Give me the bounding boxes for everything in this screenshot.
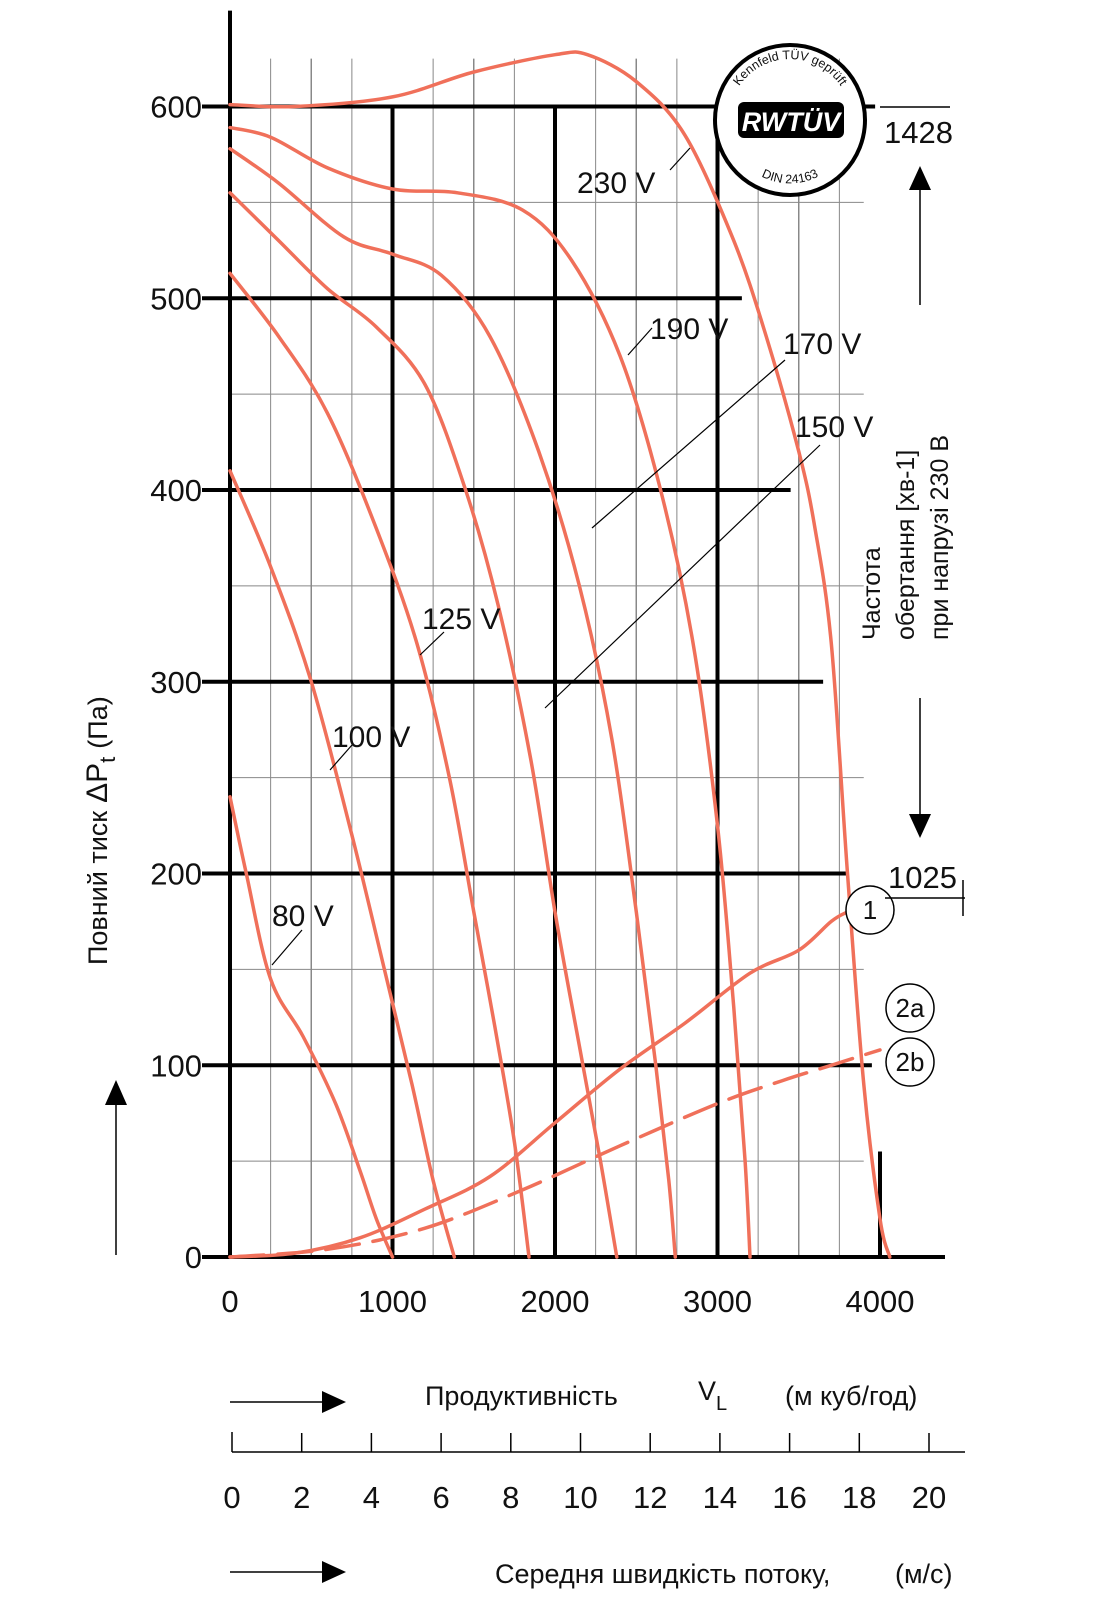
x-tick-label: 0: [221, 1284, 238, 1319]
label-leader-line: [271, 929, 303, 966]
system-curve-marker: [845, 885, 895, 935]
y-axis-arrow-icon: [105, 1080, 127, 1105]
rpm-top-value: 1428: [884, 115, 953, 150]
curve-80-v: [228, 795, 395, 1259]
curve-100-v: [228, 469, 457, 1259]
y-axis-title: Повний тискΔPt(Па): [81, 696, 120, 965]
curve-labels: 230 V 190 V 170 V 150 V 125 V 100 V 80 V 1 2a 2b: [272, 167, 935, 1087]
svg-text:DIN 24163: DIN 24163: [760, 166, 820, 186]
flow-arrow-icon: [322, 1391, 346, 1413]
y-tick-label: 400: [150, 473, 202, 508]
velocity-tick-label: 10: [563, 1480, 597, 1515]
label-leader-line: [627, 327, 653, 356]
velocity-tick-label: 8: [502, 1480, 519, 1515]
curve-label: 80 V: [272, 900, 334, 933]
curve-label: 230 V: [577, 167, 655, 200]
velocity-tick-label: 12: [633, 1480, 667, 1515]
rpm-down-arrow-icon: [909, 814, 931, 838]
velocity-axis-label: Середня швидкість потоку,: [495, 1559, 830, 1589]
y-tick-label: 0: [185, 1240, 202, 1275]
velocity-tick-label: 16: [772, 1480, 806, 1515]
flow-axis-symbol: VL: [698, 1376, 727, 1415]
system-curve-label: 2a: [896, 993, 925, 1023]
seal-center-text: RWTÜV: [742, 107, 842, 137]
velocity-tick-label: 0: [223, 1480, 240, 1515]
y-tick-label: 300: [150, 665, 202, 700]
rpm-label-line1: Частота: [858, 547, 886, 640]
curve-label: 150 V: [795, 411, 873, 444]
performance-curves: [228, 50, 892, 1259]
grid: [202, 10, 945, 1259]
flow-axis-label: Продуктивність: [425, 1381, 618, 1411]
y-tick-label: 100: [150, 1048, 202, 1083]
velocity-tick-label: 2: [293, 1480, 310, 1515]
x-tick-label: 2000: [521, 1284, 590, 1319]
rpm-side-label: Частота обертання [хв-1] при напрузі 230…: [858, 435, 954, 640]
curve-170-v: [228, 146, 678, 1259]
rpm-bottom-value: 1025: [888, 860, 957, 895]
velocity-tick-label: 14: [703, 1480, 737, 1515]
rpm-label-line3: при напрузі 230 В: [926, 435, 954, 640]
curve-190-v: [228, 125, 752, 1259]
velocity-tick-label: 6: [432, 1480, 449, 1515]
curve-1: [228, 910, 850, 1259]
seal-bottom-text: DIN 24163: [760, 166, 820, 186]
velocity-tick-label: 20: [912, 1480, 946, 1515]
flow-axis-unit: (м куб/год): [785, 1381, 917, 1411]
curve-125-v: [228, 271, 531, 1259]
velocity-axis-unit: (м/с): [895, 1559, 953, 1589]
curve-label: 125 V: [422, 603, 500, 636]
label-leader-line: [591, 359, 786, 529]
y-tick-label: 500: [150, 281, 202, 316]
system-curve-label: 2b: [896, 1047, 925, 1077]
velocity-axis-ticks: 0 2 4 6 8 10 12 14 16 18 20: [223, 1433, 946, 1515]
rpm-label-line2: обертання [хв-1]: [892, 450, 920, 640]
x-tick-label: 4000: [846, 1284, 915, 1319]
system-curve-marker: [885, 1037, 935, 1087]
system-curve-marker: [885, 983, 935, 1033]
x-tick-label: 1000: [358, 1284, 427, 1319]
velocity-tick-label: 18: [842, 1480, 876, 1515]
label-leader-line: [669, 147, 691, 171]
curve-label: 190 V: [650, 313, 728, 346]
y-tick-label: 600: [150, 90, 202, 125]
label-leader-line: [544, 444, 821, 709]
curve-150-v: [228, 191, 619, 1259]
velocity-arrow-icon: [322, 1561, 346, 1583]
curve-label: 100 V: [332, 721, 410, 754]
label-leader-line: [419, 631, 445, 656]
curve-2a-2b: [228, 1048, 882, 1259]
x-tick-label: 3000: [683, 1284, 752, 1319]
curve-label: 170 V: [783, 328, 861, 361]
label-leader-line: [329, 744, 353, 771]
rpm-up-arrow-icon: [909, 166, 931, 190]
velocity-tick-label: 4: [363, 1480, 380, 1515]
axis-ticks: 0 100 200 300 400 500 600 0 1000 2000 3000 4000: [150, 90, 914, 1320]
tuv-seal: Kennfeld TÜV geprüft DIN 24163 RWTÜV: [713, 43, 867, 197]
curve-230-v: [228, 50, 892, 1259]
label-leaders: [271, 147, 821, 966]
y-tick-label: 200: [150, 857, 202, 892]
system-curve-label: 1: [863, 895, 877, 925]
